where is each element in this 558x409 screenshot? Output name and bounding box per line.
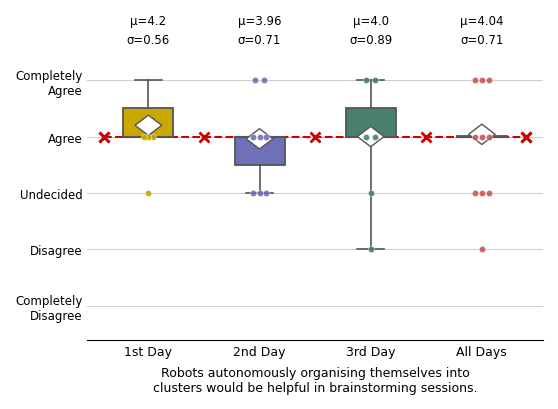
- Text: σ=0.56: σ=0.56: [127, 34, 170, 47]
- Polygon shape: [357, 127, 384, 147]
- Polygon shape: [135, 116, 162, 136]
- Polygon shape: [469, 125, 495, 145]
- Text: σ=0.89: σ=0.89: [349, 34, 392, 47]
- Polygon shape: [246, 129, 273, 150]
- Text: σ=0.71: σ=0.71: [238, 34, 281, 47]
- Text: μ=4.04: μ=4.04: [460, 15, 504, 28]
- Bar: [346, 109, 396, 137]
- Text: σ=0.71: σ=0.71: [460, 34, 503, 47]
- Bar: [123, 109, 174, 137]
- Bar: [234, 137, 285, 165]
- Text: μ=3.96: μ=3.96: [238, 15, 281, 28]
- Text: μ=4.2: μ=4.2: [131, 15, 166, 28]
- Text: μ=4.0: μ=4.0: [353, 15, 389, 28]
- X-axis label: Robots autonomously organising themselves into
clusters would be helpful in brai: Robots autonomously organising themselve…: [153, 366, 477, 394]
